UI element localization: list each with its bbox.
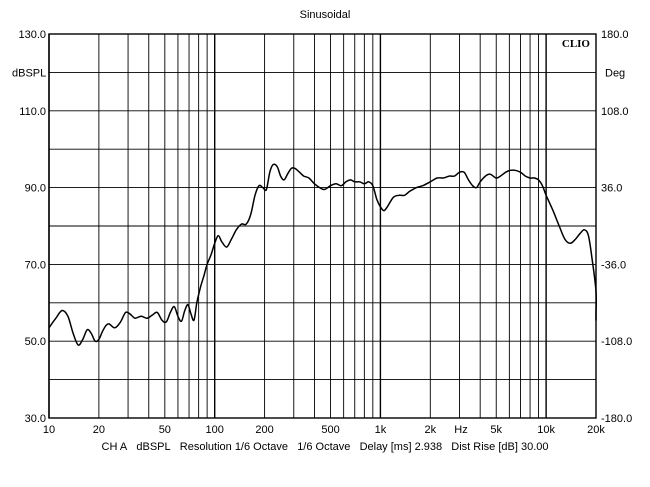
y-tick-label: 50.0 bbox=[25, 336, 46, 348]
x-tick-label: 2k bbox=[424, 424, 436, 436]
horizontal-grid bbox=[49, 71, 596, 381]
footer-delay: Delay [ms] 2.938 bbox=[359, 441, 443, 453]
y2-tick-label: 108.0 bbox=[601, 106, 629, 118]
x-tick-label: 500 bbox=[321, 424, 339, 436]
chart-title: Sinusoidal bbox=[300, 9, 351, 21]
series-line bbox=[48, 163, 598, 346]
y2-tick-label: -180.0 bbox=[601, 413, 632, 425]
footer-resolution: Resolution 1/6 Octave bbox=[179, 441, 289, 453]
x-unit-label: Hz bbox=[454, 424, 467, 436]
y2-tick-label: -108.0 bbox=[601, 336, 632, 348]
x-tick-label: 5k bbox=[490, 424, 502, 436]
x-tick-label: 10k bbox=[537, 424, 555, 436]
x-tick-label: 200 bbox=[255, 424, 273, 436]
y-tick-label: 110.0 bbox=[19, 106, 46, 118]
y-tick-label: 130.0 bbox=[18, 29, 46, 41]
x-tick-label: 10 bbox=[43, 424, 55, 436]
y-tick-label: 70.0 bbox=[25, 259, 46, 271]
x-tick-labels: 10 20 50 100 200 500 1k 2k 5k 10k 20k bbox=[43, 424, 605, 436]
x-tick-label: 1k bbox=[375, 424, 387, 436]
y-tick-label: 30.0 bbox=[25, 413, 46, 425]
clio-logo: CLIO bbox=[562, 38, 591, 50]
y2-tick-label: 36.0 bbox=[601, 183, 622, 195]
measurement-footer: CH A dBSPL Resolution 1/6 Octave 1/6 Oct… bbox=[0, 441, 650, 457]
y2-axis-label: Deg bbox=[605, 67, 625, 79]
x-tick-label: 100 bbox=[206, 424, 224, 436]
y-tick-labels: 130.0 110.0 90.0 70.0 50.0 30.0 bbox=[18, 29, 46, 425]
footer-unit: dBSPL bbox=[136, 441, 171, 453]
footer-octave: 1/6 Octave bbox=[297, 441, 351, 453]
y2-tick-label: 180.0 bbox=[601, 29, 629, 41]
y2-tick-labels: 180.0 108.0 36.0 -36.0 -108.0 -180.0 bbox=[601, 29, 632, 425]
footer-channel: CH A bbox=[101, 441, 128, 453]
x-tick-label: 50 bbox=[159, 424, 171, 436]
footer-dist-rise: Dist Rise [dB] 30.00 bbox=[451, 441, 549, 453]
y2-tick-label: -36.0 bbox=[601, 259, 626, 271]
plot-frame bbox=[48, 33, 597, 419]
x-tick-label: 20 bbox=[93, 424, 105, 436]
y-tick-label: 90.0 bbox=[25, 183, 46, 195]
x-tick-label: 20k bbox=[587, 424, 605, 436]
y-axis-label: dBSPL bbox=[12, 67, 46, 79]
